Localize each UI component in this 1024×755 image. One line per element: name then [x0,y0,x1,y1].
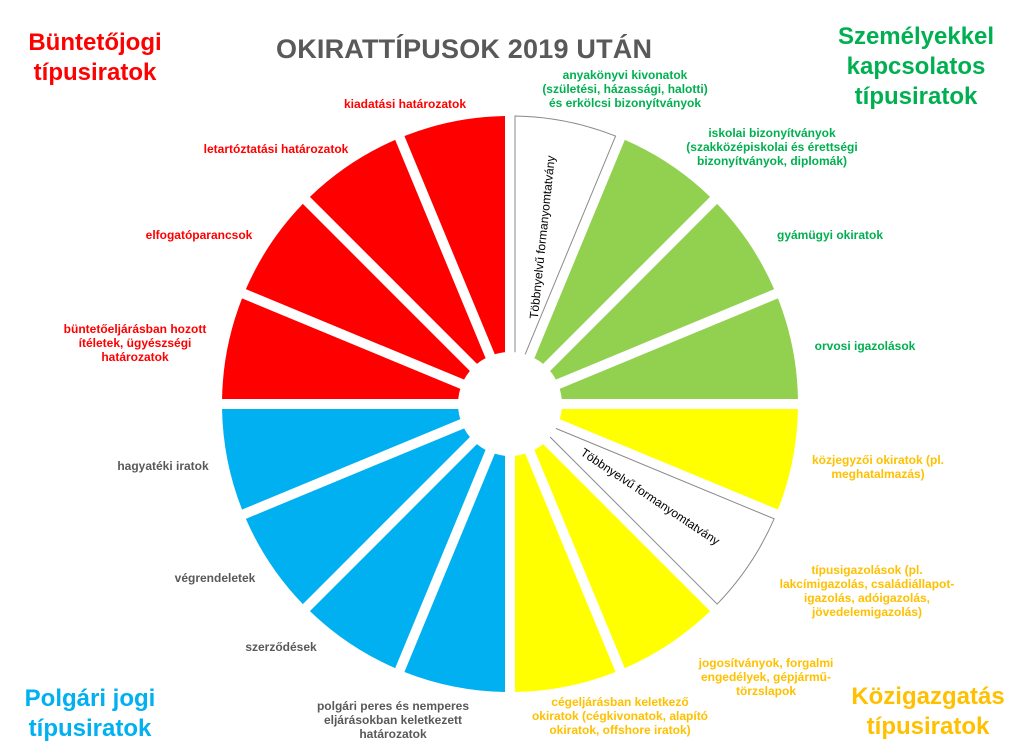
corner-heading-personal: Személyekkel kapcsolatos típusiratok [826,22,1006,112]
wheel-wedges [222,115,798,692]
segment-label-wills: végrendeletek [174,571,256,585]
wedge-warrants [245,203,489,390]
segment-label-certificates: típusigazolások (pl. lakcímigazolás, csa… [779,563,955,619]
wheel-center-hole [458,352,562,456]
wedge-company-documents [514,429,616,692]
corner-line: kapcsolatos [846,53,986,80]
corner-line: típusiratok [866,713,990,740]
page-title: OKIRATTÍPUSOK 2019 UTÁN [276,34,653,64]
segment-label-contracts: szerződések [245,640,317,654]
wedge-multilingual-top [514,115,617,380]
wedge-probate [222,408,485,510]
wedge-criminal-judgments [222,298,485,400]
corner-line: típusiratok [28,715,152,742]
wedge-medical [535,298,798,400]
wedge-civil-rulings [404,429,506,692]
wedge-notarial [535,408,798,510]
segment-label-guardianship: gyámügyi okiratok [776,228,884,242]
corner-line: típusiratok [33,59,157,86]
segment-label-civil-registry: anyakönyvi kivonatok (születési, házassá… [542,68,708,110]
segment-label-probate: hagyatéki iratok [117,459,209,473]
wedge-licences [524,425,711,669]
segment-label-extradition: kiadatási határozatok [343,97,467,111]
wedge-arrest [309,139,496,383]
wedge-extradition [404,116,506,379]
corner-line: Polgári jogi [24,685,156,712]
corner-line: Közigazgatás [851,683,1005,710]
segment-label-civil-rulings: polgári peres és nemperes eljárásokban k… [316,699,470,741]
segment-label-school-certificates: iskolai bizonyítványok (szakközépiskolai… [686,126,858,168]
segment-label-warrants: elfogatóparancsok [145,228,253,242]
segment-label-company-documents: cégeljárásban keletkező okiratok (cégkiv… [531,695,709,737]
corner-line: Büntetőjogi [28,29,162,56]
corner-heading-criminal: Büntetőjogi típusiratok [20,28,170,88]
corner-heading-admin: Közigazgatás típusiratok [838,682,1018,742]
wedge-multilingual-bottom [530,417,775,605]
segment-label-medical: orvosi igazolások [814,339,916,353]
corner-heading-civil: Polgári jogi típusiratok [10,684,170,744]
wedge-school-certificates [524,139,711,383]
wedge-contracts [309,425,496,669]
segment-label-arrest: letartóztatási határozatok [203,142,349,156]
segment-label-criminal-judgments: büntetőeljárásban hozott ítéletek, ügyés… [63,322,207,364]
corner-line: típusiratok [854,83,978,110]
segment-label-licences: jogosítványok, forgalmi engedélyek, gépj… [698,656,834,698]
segment-label-notarial: közjegyzői okiratok (pl. meghatalmazás) [811,453,945,481]
wedge-guardianship [531,203,775,390]
corner-line: Személyekkel [837,23,995,50]
wedge-wills [245,418,489,605]
